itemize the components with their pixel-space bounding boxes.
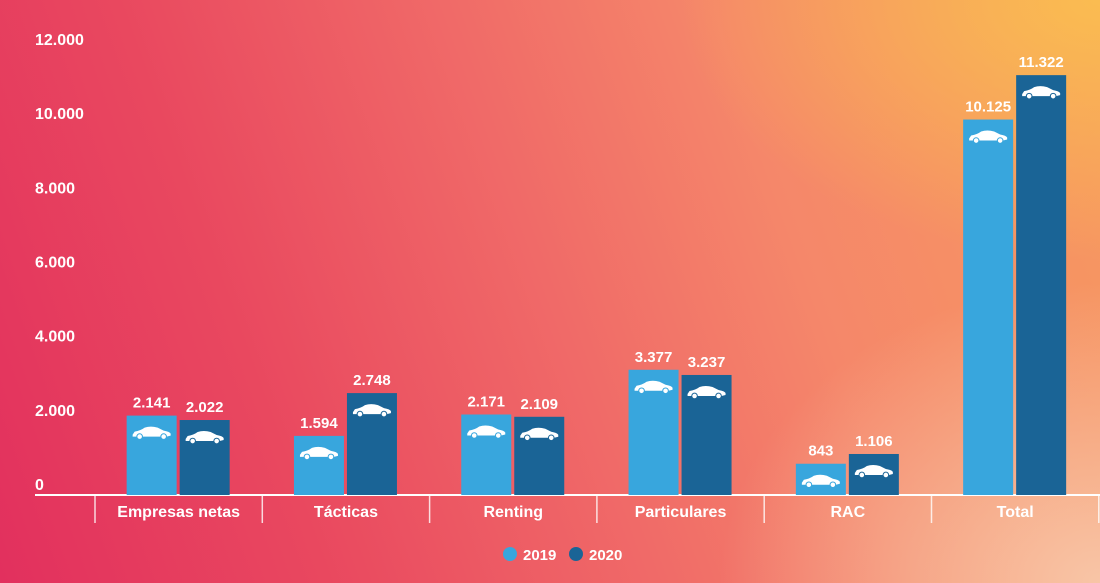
bar-2019 [963,119,1014,495]
car-icon [801,474,840,489]
legend-marker-2019 [503,547,517,561]
car-icon [634,380,673,395]
y-tick-label: 0 [35,477,44,494]
legend-label: 2020 [589,547,622,564]
car-icon [1022,86,1061,100]
car-icon [520,427,559,442]
car-icon [299,446,338,461]
car-icon [352,404,391,418]
data-label: 11.322 [1019,54,1064,71]
data-label: 843 [808,443,833,460]
x-category-label: Renting [483,504,543,521]
x-category-label: Tácticas [314,504,378,521]
data-label: 2.141 [133,395,171,412]
bar-2019 [293,435,344,495]
y-tick-label: 4.000 [35,329,75,346]
data-label: 3.377 [635,349,673,366]
x-category-label: RAC [831,504,866,521]
data-label: 2.109 [520,396,558,413]
y-tick-label: 10.000 [35,106,84,123]
car-icon [969,130,1008,144]
car-icon [687,385,726,400]
y-tick-label: 6.000 [35,255,75,272]
data-label: 3.237 [688,354,726,371]
bar-2020 [1016,75,1067,495]
y-tick-label: 12.000 [35,32,84,49]
car-icon [185,431,224,445]
data-label: 2.022 [186,399,224,416]
x-category-label: Particulares [635,504,727,521]
data-label: 1.106 [855,433,893,450]
car-icon [854,464,893,479]
y-tick-label: 8.000 [35,180,75,197]
data-label: 2.171 [467,393,505,410]
car-icon [467,425,506,439]
car-icon [132,426,171,440]
x-category-label: Total [997,504,1034,521]
data-label: 2.748 [353,372,391,389]
data-label: 1.594 [300,415,338,432]
data-label: 10.125 [965,99,1011,116]
x-category-label: Empresas netas [117,504,240,521]
legend-marker-2020 [569,547,583,561]
legend-label: 2019 [523,547,556,564]
y-tick-label: 2.000 [35,403,75,420]
